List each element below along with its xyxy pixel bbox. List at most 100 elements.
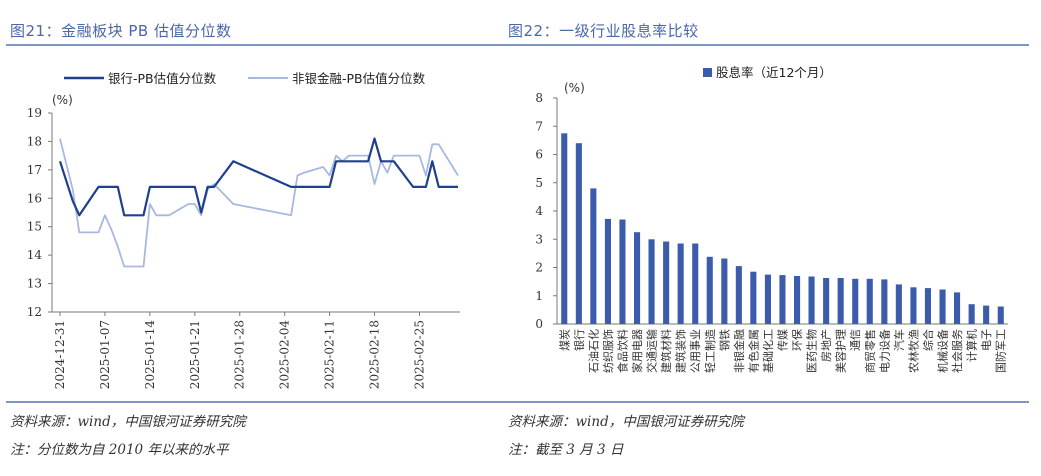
right-legend: 股息率（近12个月）	[703, 65, 832, 80]
right-y-tick-label: 6	[535, 148, 543, 162]
left-x-tick-label: 2024-12-31	[53, 320, 67, 389]
right-bar	[735, 266, 742, 324]
left-x-tick-label: 2025-02-11	[323, 320, 337, 389]
right-category-label: 电子	[980, 329, 993, 351]
left-figure-title: 图21：金融板块 PB 估值分位数	[10, 22, 232, 40]
left-y-tick-label: 19	[27, 106, 42, 120]
right-category-labels: 煤炭 银行 石油石化 纺织服饰 食品饮料 家用电器 交通运输 建筑材料 建筑装饰 公用事业 轻工制造…	[558, 329, 1007, 373]
right-bar	[619, 219, 626, 324]
right-category-label: 环保	[790, 329, 804, 351]
right-y-unit-label: (%)	[564, 81, 585, 95]
right-bar	[561, 133, 568, 324]
right-bars	[561, 133, 1004, 325]
left-bottom-rule	[6, 401, 518, 403]
right-category-label: 家用电器	[630, 329, 644, 373]
right-legend-label: 股息率（近12个月）	[716, 65, 832, 80]
right-bar	[648, 239, 655, 325]
right-bar	[881, 279, 888, 324]
right-bar	[808, 276, 815, 324]
left-y-tick-label: 13	[27, 277, 42, 291]
right-bar	[779, 275, 786, 324]
right-category-label: 建筑材料	[659, 329, 673, 373]
left-series-line-0	[58, 137, 458, 217]
right-category-label: 非银金融	[732, 329, 746, 373]
right-category-label: 煤炭	[558, 329, 571, 351]
left-legend-label-0: 银行-PB估值分位数	[108, 71, 217, 86]
right-category-label: 综合	[921, 329, 935, 351]
right-category-label: 国防军工	[994, 329, 1008, 373]
left-y-tick-label: 15	[27, 220, 42, 234]
left-line-chart: (%) 银行-PB估值分位数 非银金融-PB估值分位数 1213141516171…	[27, 71, 460, 389]
right-y-tick-label: 3	[535, 232, 543, 246]
left-x-tick-label: 2025-02-04	[278, 320, 292, 390]
right-y-tick-label: 1	[535, 289, 543, 303]
right-category-label: 汽车	[892, 329, 906, 351]
right-figure-panel: 图22：一级行业股息率比较 (%) 股息率（近12个月） 0 1 2 3 4 5 6 7 8 煤…	[504, 0, 1041, 476]
right-category-label: 美容护理	[834, 329, 848, 373]
right-category-label: 钢铁	[718, 329, 731, 351]
right-category-label: 基础化工	[761, 329, 775, 373]
right-bar	[663, 241, 670, 324]
right-category-label: 建筑装饰	[674, 329, 688, 373]
left-legend: 银行-PB估值分位数 非银金融-PB估值分位数	[64, 71, 426, 86]
right-title-rule	[506, 44, 1029, 46]
left-title-rule	[6, 44, 518, 46]
right-footnote: 注：截至 3 月 3 日	[508, 442, 624, 458]
right-bar	[910, 287, 917, 324]
right-legend-swatch	[703, 68, 712, 77]
right-bar	[692, 243, 699, 324]
left-x-tick-label: 2025-02-18	[368, 320, 382, 389]
left-y-tick-label: 14	[27, 248, 43, 262]
left-x-tick-label: 2025-01-28	[233, 320, 247, 389]
left-x-tick-label: 2025-01-21	[188, 320, 202, 389]
right-bar	[706, 256, 713, 324]
right-bar	[968, 304, 975, 324]
right-bar	[794, 276, 801, 324]
right-category-label: 交通运输	[645, 329, 659, 373]
right-bar	[866, 278, 873, 324]
right-y-tick-label: 7	[535, 119, 543, 133]
right-y-tick-label: 4	[535, 204, 543, 218]
right-bar	[750, 271, 757, 324]
right-category-label: 医药生物	[805, 329, 819, 373]
right-bar	[764, 274, 771, 324]
right-category-label: 纺织服饰	[601, 329, 615, 373]
right-bar	[634, 232, 641, 324]
left-legend-label-1: 非银金融-PB估值分位数	[292, 71, 426, 86]
right-category-label: 社会服务	[950, 329, 964, 373]
left-source-note: 资料来源：wind，中国银河证券研究院	[10, 414, 246, 430]
right-category-label: 有色金属	[746, 329, 760, 373]
left-axes: 12 13 14 15 16 17 18 19 2024-12-31 2025-01-07 2025…	[27, 106, 460, 389]
right-bar	[939, 289, 946, 324]
right-category-label: 房地产	[819, 329, 833, 362]
right-y-tick-label: 0	[535, 317, 543, 331]
right-bar	[983, 305, 990, 324]
right-category-label: 公用事业	[689, 329, 702, 373]
left-series-line-1	[59, 138, 459, 268]
right-bar-chart: (%) 股息率（近12个月） 0 1 2 3 4 5 6 7 8 煤炭 银行 石油石化 纺织服饰 食品饮…	[535, 65, 1008, 373]
right-y-tick-label: 5	[535, 176, 543, 190]
right-category-label: 传媒	[777, 329, 790, 351]
right-bar	[721, 258, 728, 324]
right-bottom-rule	[506, 401, 1029, 403]
right-bar	[895, 284, 902, 324]
left-y-tick-label: 18	[27, 134, 42, 148]
right-category-label: 商贸零售	[863, 329, 877, 373]
right-category-label: 银行	[572, 329, 586, 351]
right-category-label: 食品饮料	[616, 329, 630, 373]
right-bar	[837, 278, 844, 324]
right-bar	[604, 218, 611, 324]
right-category-label: 计算机	[965, 329, 979, 362]
left-figure-panel: 图21：金融板块 PB 估值分位数 (%) 银行-PB估值分位数 非银金融-PB估…	[6, 22, 518, 458]
left-series-lines	[58, 137, 459, 268]
right-category-label: 农林牧渔	[906, 329, 920, 373]
left-footnote: 注：分位数为自 2010 年以来的水平	[10, 442, 229, 458]
right-figure-title: 图22：一级行业股息率比较	[508, 22, 699, 40]
left-x-tick-label: 2025-01-14	[143, 320, 157, 390]
left-y-tick-label: 16	[27, 191, 42, 205]
right-y-tick-label: 2	[535, 261, 543, 275]
left-x-tick-label: 2025-02-25	[412, 320, 426, 389]
right-category-label: 轻工制造	[703, 329, 717, 373]
right-y-tick-label: 8	[535, 91, 543, 105]
left-y-tick-label: 17	[27, 163, 42, 177]
